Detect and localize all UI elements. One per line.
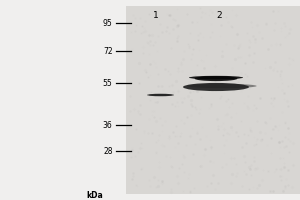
Text: 36: 36 xyxy=(103,120,112,130)
Text: 2: 2 xyxy=(216,11,222,20)
Text: 95: 95 xyxy=(103,19,112,27)
Ellipse shape xyxy=(147,94,174,96)
Text: 1: 1 xyxy=(153,11,159,20)
Text: 72: 72 xyxy=(103,46,112,55)
Ellipse shape xyxy=(187,84,256,88)
Ellipse shape xyxy=(194,76,238,81)
Text: 28: 28 xyxy=(103,146,112,156)
FancyBboxPatch shape xyxy=(126,6,300,194)
Text: 55: 55 xyxy=(103,78,112,88)
Ellipse shape xyxy=(189,76,243,79)
Ellipse shape xyxy=(183,83,249,91)
Text: kDa: kDa xyxy=(87,191,103,200)
Ellipse shape xyxy=(149,94,172,96)
